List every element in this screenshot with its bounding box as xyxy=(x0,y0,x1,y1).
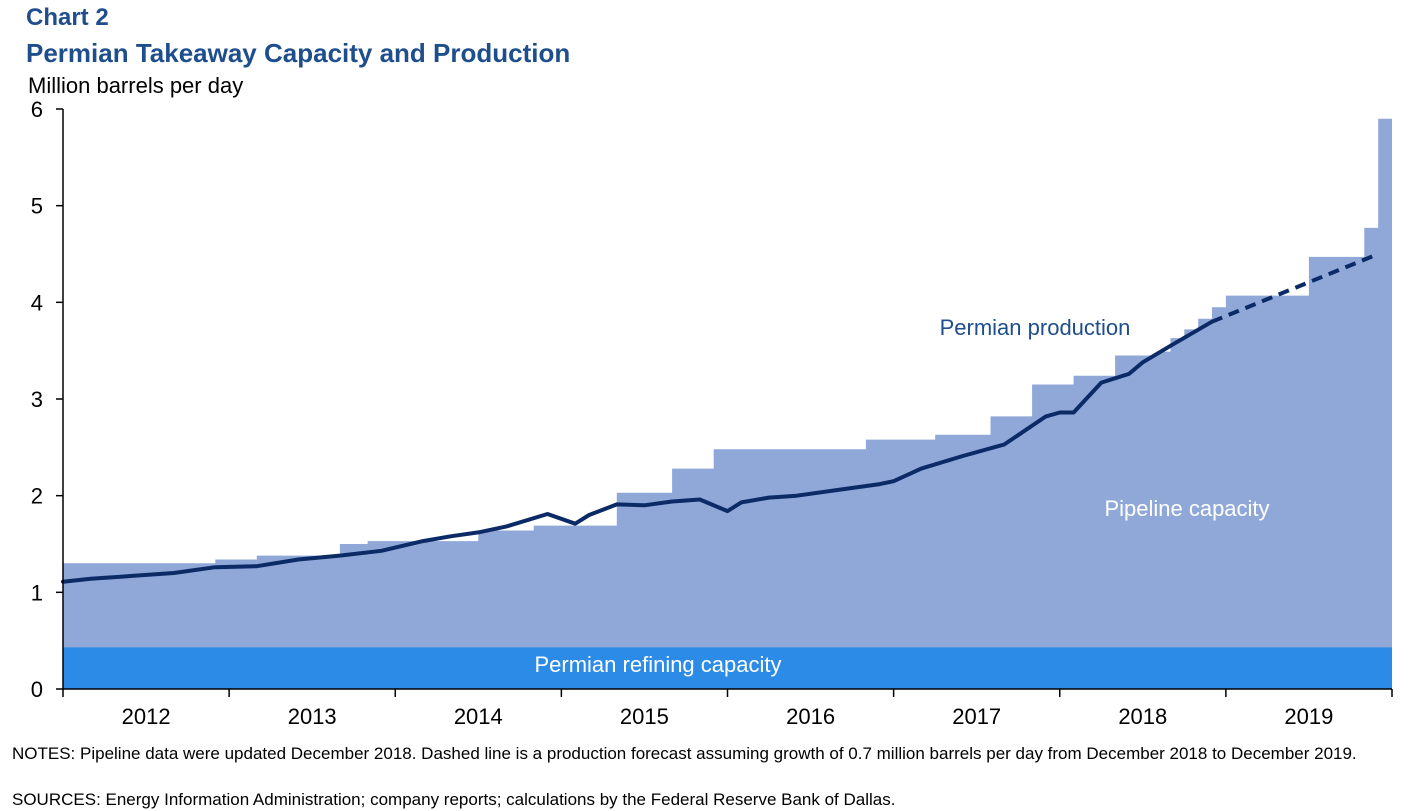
y-tick-label: 4 xyxy=(31,290,43,315)
x-tick-label: 2015 xyxy=(620,704,669,729)
refining-capacity-area xyxy=(63,647,1392,689)
y-tick-label: 0 xyxy=(31,677,43,702)
y-tick-label: 6 xyxy=(31,97,43,122)
x-tick-label: 2013 xyxy=(288,704,337,729)
pipeline-capacity-area xyxy=(63,118,1392,689)
chart-label: Chart 2 xyxy=(26,4,109,31)
annotation-refining-capacity: Permian refining capacity xyxy=(534,652,781,677)
notes-text: NOTES: Pipeline data were updated Decemb… xyxy=(12,744,1357,763)
y-tick-label: 5 xyxy=(31,194,43,219)
production-line xyxy=(61,319,1214,584)
y-tick-label: 2 xyxy=(31,484,43,509)
x-tick-label: 2019 xyxy=(1284,704,1333,729)
y-tick-label: 1 xyxy=(31,580,43,605)
annotation-permian-production: Permian production xyxy=(940,315,1131,340)
sources-text: SOURCES: Energy Information Administrati… xyxy=(12,790,896,809)
chart-title: Permian Takeaway Capacity and Production xyxy=(26,38,571,68)
x-tick-label: 2016 xyxy=(786,704,835,729)
y-axis-unit-label: Million barrels per day xyxy=(28,73,244,98)
y-tick-label: 3 xyxy=(31,387,43,412)
x-tick-label: 2012 xyxy=(122,704,171,729)
x-tick-label: 2017 xyxy=(952,704,1001,729)
x-tick-label: 2018 xyxy=(1118,704,1167,729)
annotation-pipeline-capacity: Pipeline capacity xyxy=(1104,496,1269,521)
x-tick-label: 2014 xyxy=(454,704,503,729)
production-forecast-line xyxy=(1211,252,1379,324)
